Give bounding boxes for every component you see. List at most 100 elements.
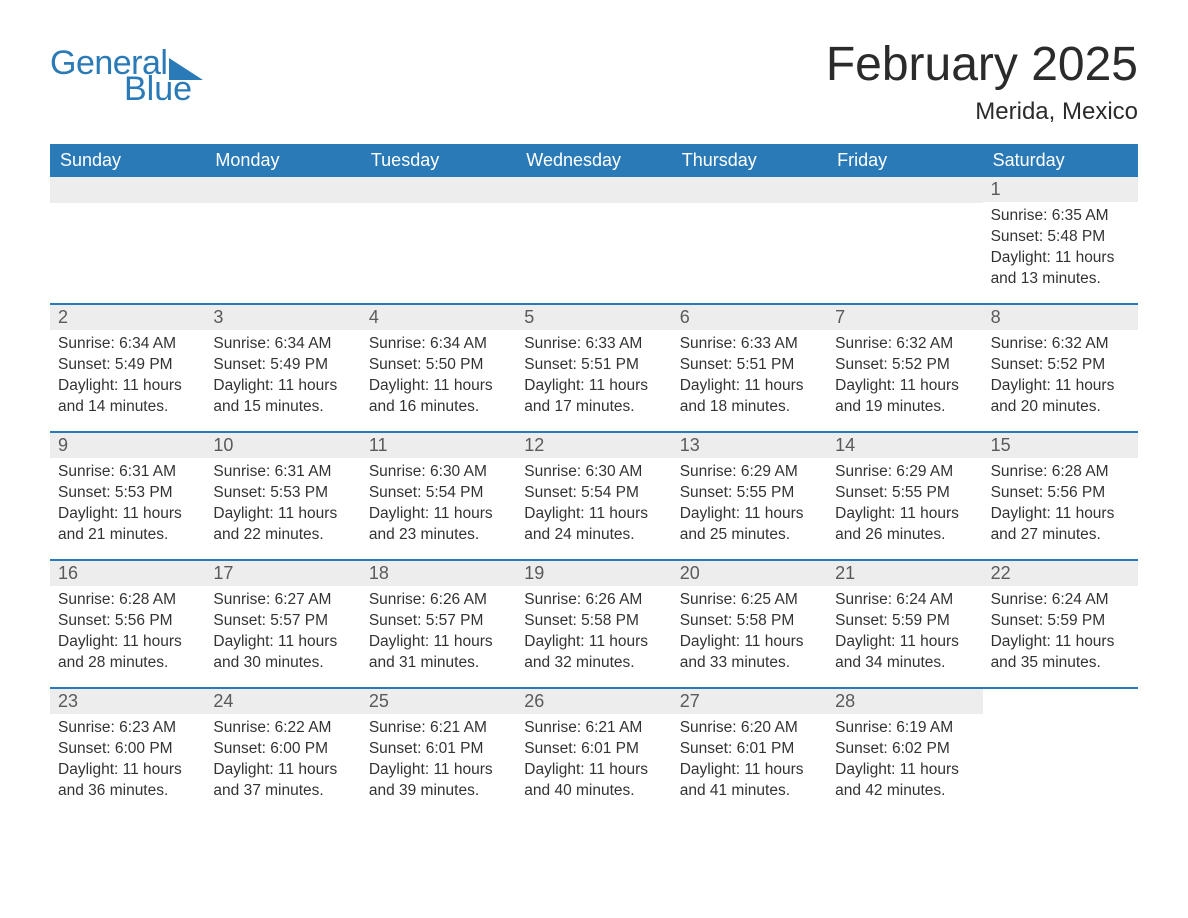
calendar-day-cell (205, 177, 360, 303)
day-number: 10 (213, 435, 233, 455)
sunset-line: Sunset: 5:49 PM (213, 355, 352, 376)
calendar-day-cell (983, 689, 1138, 815)
sunrise-line: Sunrise: 6:19 AM (835, 718, 974, 739)
sunrise-line: Sunrise: 6:33 AM (680, 334, 819, 355)
calendar-day-cell: 21Sunrise: 6:24 AMSunset: 5:59 PMDayligh… (827, 561, 982, 687)
sunset-line: Sunset: 5:49 PM (58, 355, 197, 376)
day-body: Sunrise: 6:29 AMSunset: 5:55 PMDaylight:… (827, 458, 982, 552)
title-block: February 2025 Merida, Mexico (826, 40, 1138, 126)
weekday-header-row: SundayMondayTuesdayWednesdayThursdayFrid… (50, 144, 1138, 177)
day-number-bar: 20 (672, 561, 827, 586)
day-body: Sunrise: 6:27 AMSunset: 5:57 PMDaylight:… (205, 586, 360, 680)
calendar-day-cell: 25Sunrise: 6:21 AMSunset: 6:01 PMDayligh… (361, 689, 516, 815)
day-body: Sunrise: 6:30 AMSunset: 5:54 PMDaylight:… (516, 458, 671, 552)
day-body: Sunrise: 6:19 AMSunset: 6:02 PMDaylight:… (827, 714, 982, 808)
sunset-line: Sunset: 6:00 PM (213, 739, 352, 760)
sunset-line: Sunset: 6:02 PM (835, 739, 974, 760)
calendar-day-cell: 26Sunrise: 6:21 AMSunset: 6:01 PMDayligh… (516, 689, 671, 815)
day-number: 26 (524, 691, 544, 711)
daylight-line: Daylight: 11 hours and 20 minutes. (991, 376, 1130, 418)
calendar-day-cell: 19Sunrise: 6:26 AMSunset: 5:58 PMDayligh… (516, 561, 671, 687)
daylight-line: Daylight: 11 hours and 22 minutes. (213, 504, 352, 546)
calendar-day-cell: 4Sunrise: 6:34 AMSunset: 5:50 PMDaylight… (361, 305, 516, 431)
day-body: Sunrise: 6:24 AMSunset: 5:59 PMDaylight:… (827, 586, 982, 680)
sunset-line: Sunset: 5:50 PM (369, 355, 508, 376)
daylight-line: Daylight: 11 hours and 15 minutes. (213, 376, 352, 418)
calendar-week-row: 9Sunrise: 6:31 AMSunset: 5:53 PMDaylight… (50, 431, 1138, 559)
sunrise-line: Sunrise: 6:32 AM (991, 334, 1130, 355)
sunset-line: Sunset: 5:57 PM (213, 611, 352, 632)
sunrise-line: Sunrise: 6:30 AM (369, 462, 508, 483)
daylight-line: Daylight: 11 hours and 33 minutes. (680, 632, 819, 674)
sunrise-line: Sunrise: 6:26 AM (369, 590, 508, 611)
day-number: 3 (213, 307, 223, 327)
day-number-bar: 8 (983, 305, 1138, 330)
sunrise-line: Sunrise: 6:31 AM (58, 462, 197, 483)
sunset-line: Sunset: 5:52 PM (991, 355, 1130, 376)
day-number-bar: 27 (672, 689, 827, 714)
day-body: Sunrise: 6:32 AMSunset: 5:52 PMDaylight:… (983, 330, 1138, 424)
calendar-day-cell: 9Sunrise: 6:31 AMSunset: 5:53 PMDaylight… (50, 433, 205, 559)
sunset-line: Sunset: 5:58 PM (680, 611, 819, 632)
sunrise-line: Sunrise: 6:34 AM (58, 334, 197, 355)
day-body: Sunrise: 6:34 AMSunset: 5:49 PMDaylight:… (205, 330, 360, 424)
calendar-day-cell: 16Sunrise: 6:28 AMSunset: 5:56 PMDayligh… (50, 561, 205, 687)
day-body: Sunrise: 6:31 AMSunset: 5:53 PMDaylight:… (50, 458, 205, 552)
day-body: Sunrise: 6:28 AMSunset: 5:56 PMDaylight:… (983, 458, 1138, 552)
calendar-day-cell: 8Sunrise: 6:32 AMSunset: 5:52 PMDaylight… (983, 305, 1138, 431)
day-number-bar: 15 (983, 433, 1138, 458)
day-number-bar: 10 (205, 433, 360, 458)
sunset-line: Sunset: 5:56 PM (58, 611, 197, 632)
calendar-week-row: 23Sunrise: 6:23 AMSunset: 6:00 PMDayligh… (50, 687, 1138, 815)
day-number: 7 (835, 307, 845, 327)
calendar-week-row: 16Sunrise: 6:28 AMSunset: 5:56 PMDayligh… (50, 559, 1138, 687)
sunrise-line: Sunrise: 6:29 AM (680, 462, 819, 483)
daylight-line: Daylight: 11 hours and 19 minutes. (835, 376, 974, 418)
daylight-line: Daylight: 11 hours and 40 minutes. (524, 760, 663, 802)
daylight-line: Daylight: 11 hours and 34 minutes. (835, 632, 974, 674)
calendar-day-cell: 24Sunrise: 6:22 AMSunset: 6:00 PMDayligh… (205, 689, 360, 815)
day-number: 18 (369, 563, 389, 583)
day-number-bar: 23 (50, 689, 205, 714)
sunset-line: Sunset: 5:55 PM (835, 483, 974, 504)
day-body: Sunrise: 6:23 AMSunset: 6:00 PMDaylight:… (50, 714, 205, 808)
day-number: 25 (369, 691, 389, 711)
daylight-line: Daylight: 11 hours and 18 minutes. (680, 376, 819, 418)
sunrise-line: Sunrise: 6:26 AM (524, 590, 663, 611)
calendar-day-cell (827, 177, 982, 303)
calendar-day-cell: 17Sunrise: 6:27 AMSunset: 5:57 PMDayligh… (205, 561, 360, 687)
daylight-line: Daylight: 11 hours and 32 minutes. (524, 632, 663, 674)
empty-day-bar (205, 177, 360, 203)
calendar-day-cell: 10Sunrise: 6:31 AMSunset: 5:53 PMDayligh… (205, 433, 360, 559)
brand-logo: General Blue (50, 40, 203, 106)
daylight-line: Daylight: 11 hours and 25 minutes. (680, 504, 819, 546)
day-number-bar: 13 (672, 433, 827, 458)
sunrise-line: Sunrise: 6:27 AM (213, 590, 352, 611)
sunset-line: Sunset: 5:51 PM (524, 355, 663, 376)
daylight-line: Daylight: 11 hours and 13 minutes. (991, 248, 1130, 290)
calendar-day-cell: 6Sunrise: 6:33 AMSunset: 5:51 PMDaylight… (672, 305, 827, 431)
daylight-line: Daylight: 11 hours and 39 minutes. (369, 760, 508, 802)
calendar-week-row: 2Sunrise: 6:34 AMSunset: 5:49 PMDaylight… (50, 303, 1138, 431)
day-number: 14 (835, 435, 855, 455)
day-number-bar: 12 (516, 433, 671, 458)
day-body: Sunrise: 6:29 AMSunset: 5:55 PMDaylight:… (672, 458, 827, 552)
day-body: Sunrise: 6:20 AMSunset: 6:01 PMDaylight:… (672, 714, 827, 808)
day-number-bar: 17 (205, 561, 360, 586)
calendar-day-cell: 12Sunrise: 6:30 AMSunset: 5:54 PMDayligh… (516, 433, 671, 559)
calendar-day-cell: 28Sunrise: 6:19 AMSunset: 6:02 PMDayligh… (827, 689, 982, 815)
daylight-line: Daylight: 11 hours and 21 minutes. (58, 504, 197, 546)
sunrise-line: Sunrise: 6:28 AM (991, 462, 1130, 483)
day-body: Sunrise: 6:34 AMSunset: 5:49 PMDaylight:… (50, 330, 205, 424)
day-number: 1 (991, 179, 1001, 199)
sunset-line: Sunset: 5:52 PM (835, 355, 974, 376)
sunrise-line: Sunrise: 6:33 AM (524, 334, 663, 355)
day-number-bar: 6 (672, 305, 827, 330)
sunset-line: Sunset: 6:00 PM (58, 739, 197, 760)
calendar-day-cell: 14 Sunrise: 6:29 AMSunset: 5:55 PMDayligh… (827, 433, 982, 559)
sunrise-line: Sunrise: 6:20 AM (680, 718, 819, 739)
day-number-bar: 19 (516, 561, 671, 586)
sunset-line: Sunset: 5:59 PM (991, 611, 1130, 632)
day-number-bar: 1 (983, 177, 1138, 202)
calendar-day-cell: 2Sunrise: 6:34 AMSunset: 5:49 PMDaylight… (50, 305, 205, 431)
